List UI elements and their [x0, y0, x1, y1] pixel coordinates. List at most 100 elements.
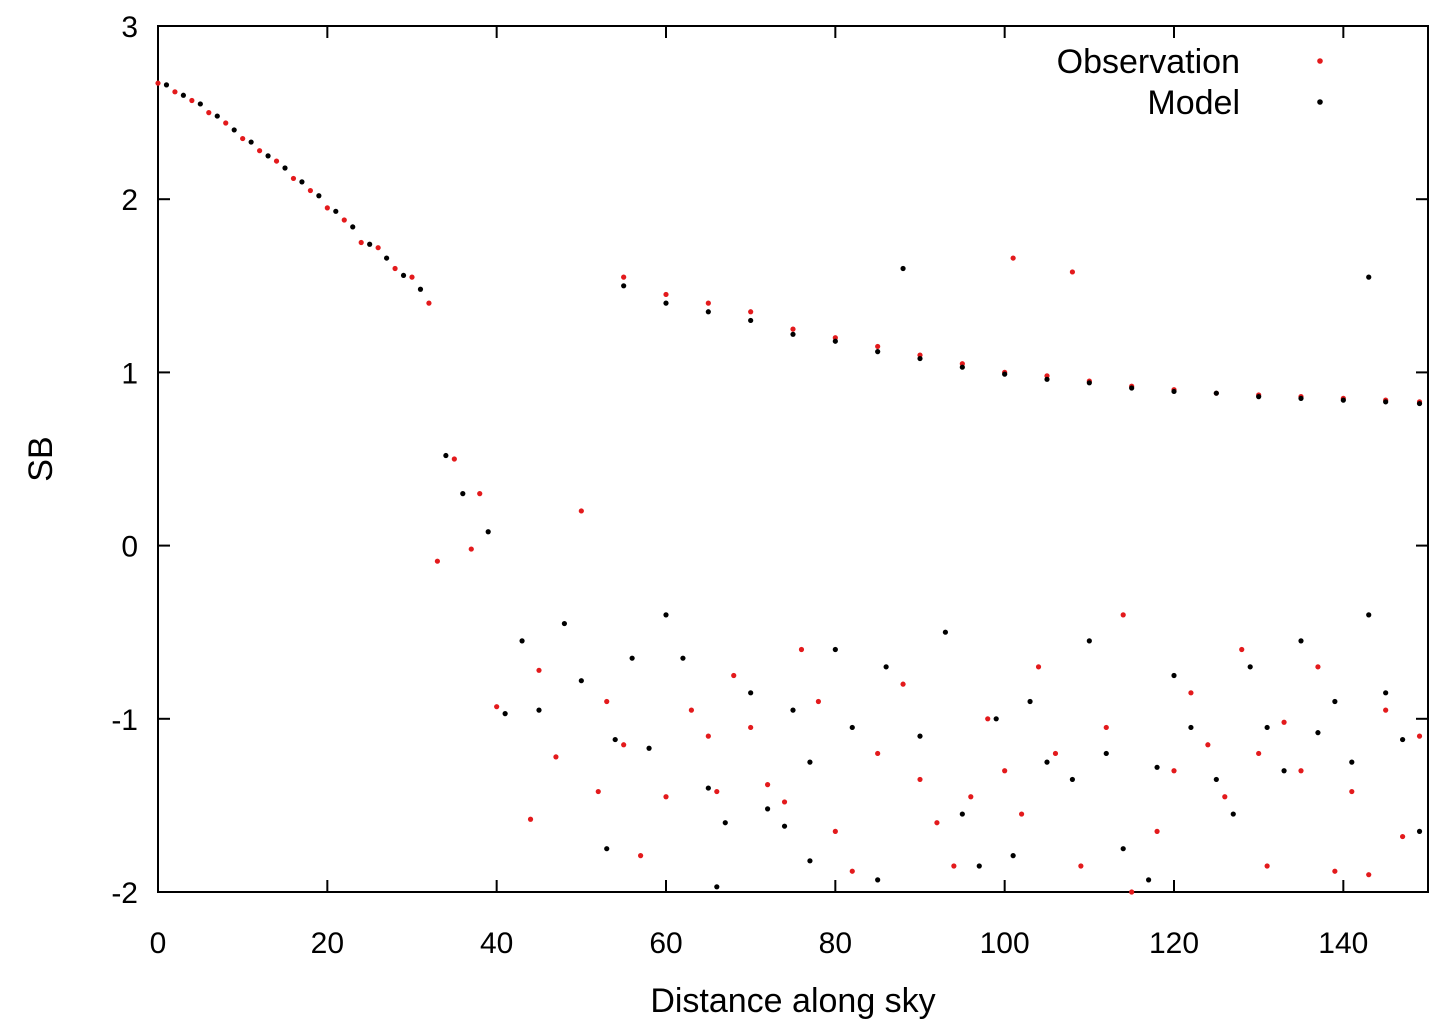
point-model-75: [663, 300, 669, 306]
point-model-5: [248, 139, 254, 145]
point-observation-50: [1010, 255, 1016, 261]
point-model-73: [1366, 274, 1372, 280]
y-tick-label-4: 2: [121, 184, 138, 217]
points-layer: [155, 80, 1423, 895]
point-observation-74: [1400, 833, 1406, 840]
point-observation-33: [714, 788, 720, 795]
legend-label-observation: Observation: [1057, 43, 1240, 81]
point-observation-57: [1120, 612, 1126, 618]
point-model-83: [1002, 371, 1008, 377]
point-observation-31: [688, 707, 695, 713]
point-observation-3: [206, 110, 212, 116]
point-model-43: [900, 265, 906, 272]
point-observation-18: [451, 456, 457, 462]
point-observation-66: [1264, 863, 1270, 869]
point-observation-24: [553, 754, 559, 760]
point-observation-40: [832, 828, 838, 834]
point-observation-46: [951, 863, 957, 869]
point-model-13: [384, 255, 390, 261]
point-observation-71: [1349, 788, 1355, 795]
legend-label-model: Model: [1147, 84, 1240, 122]
point-model-20: [519, 638, 525, 644]
point-model-85: [1086, 380, 1092, 386]
point-model-9: [316, 193, 322, 199]
point-model-61: [1230, 811, 1236, 817]
x-tick-label-7: 140: [1318, 927, 1368, 960]
point-model-39: [832, 646, 838, 653]
point-model-47: [976, 863, 982, 869]
point-model-27: [646, 745, 652, 751]
point-observation-73: [1383, 707, 1389, 713]
point-model-2: [197, 101, 203, 107]
point-observation-63: [1222, 794, 1228, 800]
point-model-92: [1383, 399, 1389, 405]
y-tick-label-2: 0: [121, 531, 138, 564]
point-model-86: [1129, 385, 1135, 391]
point-observation-34: [731, 672, 737, 679]
point-observation-16: [426, 300, 432, 306]
point-observation-56: [1103, 724, 1109, 731]
point-model-79: [832, 338, 838, 344]
point-model-19: [502, 711, 508, 717]
point-model-21: [536, 707, 542, 713]
point-model-26: [629, 655, 635, 661]
point-observation-6: [257, 148, 263, 154]
x-tick-label-2: 40: [480, 927, 513, 960]
point-model-56: [1146, 877, 1152, 883]
point-observation-1: [172, 89, 178, 95]
x-tick-label-0: 0: [150, 927, 167, 960]
point-model-64: [1281, 768, 1287, 774]
point-observation-47: [968, 794, 974, 800]
point-observation-60: [1171, 768, 1177, 774]
point-observation-41: [849, 868, 855, 874]
point-observation-22: [527, 816, 534, 822]
point-model-4: [231, 127, 237, 133]
point-model-77: [748, 317, 754, 324]
point-observation-32: [705, 733, 711, 739]
x-tick-label-5: 100: [980, 927, 1030, 960]
point-observation-44: [917, 776, 923, 783]
point-observation-62: [1205, 742, 1211, 748]
point-model-78: [790, 331, 796, 337]
point-model-53: [1086, 638, 1092, 644]
point-model-32: [722, 820, 728, 826]
point-observation-72: [1366, 872, 1372, 878]
point-observation-43: [900, 681, 906, 687]
point-model-10: [333, 208, 339, 214]
point-model-22: [561, 620, 568, 627]
point-model-72: [1416, 828, 1423, 834]
point-observation-59: [1154, 828, 1160, 834]
point-observation-49: [1002, 768, 1008, 774]
point-model-14: [400, 272, 407, 279]
point-model-93: [1416, 400, 1423, 407]
point-model-69: [1366, 612, 1372, 618]
point-model-68: [1349, 759, 1355, 765]
point-observation-53: [1052, 750, 1059, 757]
point-model-76: [705, 309, 711, 315]
point-model-49: [1010, 853, 1016, 859]
point-observation-55: [1078, 863, 1084, 869]
point-observation-36: [765, 782, 771, 788]
point-model-80: [875, 349, 881, 355]
x-axis-label: Distance along sky: [650, 982, 935, 1020]
point-observation-78: [705, 300, 711, 306]
point-observation-29: [638, 853, 644, 859]
point-model-0: [163, 82, 170, 88]
point-model-1: [180, 92, 186, 98]
point-model-91: [1340, 397, 1346, 403]
point-observation-52: [1035, 664, 1042, 670]
point-model-59: [1188, 724, 1194, 731]
point-model-33: [748, 690, 754, 696]
point-model-58: [1171, 672, 1177, 679]
point-model-40: [849, 724, 855, 731]
point-observation-5: [240, 135, 246, 142]
legend-marker-observation: [1317, 58, 1323, 64]
point-model-29: [680, 655, 686, 661]
point-model-70: [1383, 690, 1389, 696]
point-observation-58: [1129, 889, 1135, 895]
point-observation-54: [1069, 269, 1075, 275]
point-model-23: [578, 678, 584, 684]
point-model-55: [1120, 846, 1126, 852]
point-model-88: [1213, 390, 1219, 396]
